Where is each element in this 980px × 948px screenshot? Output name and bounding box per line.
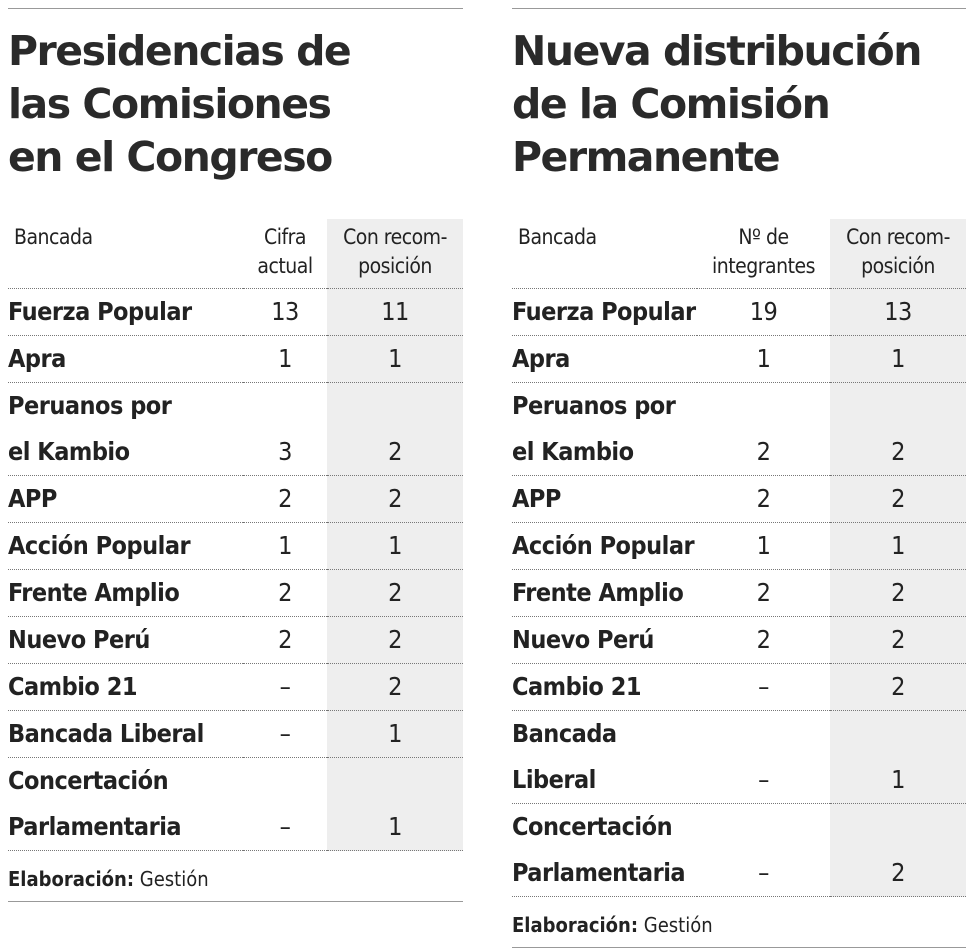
cell-value: 2 (830, 664, 966, 711)
row-name: Peruanos por el Kambio (8, 383, 243, 476)
row-name: Concertación Parlamentaria (8, 758, 243, 851)
cell-value: 3 (243, 383, 327, 476)
cell-value: 2 (697, 570, 830, 617)
row-name: Bancada Liberal (512, 711, 697, 804)
source: Elaboración: Gestión (512, 913, 966, 948)
source: Elaboración: Gestión (8, 867, 463, 902)
cell-value: – (697, 664, 830, 711)
cell-value: 2 (243, 570, 327, 617)
panel: Nueva distribución de la Comisión Perman… (512, 8, 966, 948)
cell-value: 1 (243, 336, 327, 383)
cell-value: 1 (327, 758, 463, 851)
cell-value: 2 (697, 383, 830, 476)
row-name: Cambio 21 (512, 664, 697, 711)
cell-value: 2 (697, 476, 830, 523)
cell-value: – (243, 664, 327, 711)
table: Bancada Nº de integrantes Con recom- posic… (512, 219, 966, 897)
source-label: Elaboración: (512, 913, 639, 937)
cell-value: 2 (243, 617, 327, 664)
cell-value: 2 (830, 383, 966, 476)
panel: Presidencias de las Comisiones en el Con… (8, 8, 463, 902)
table: Bancada Cifra actual Con recom- posición Fu… (8, 219, 463, 851)
row-name: Apra (512, 336, 697, 383)
cell-value: 2 (327, 383, 463, 476)
source-name: Gestión (139, 867, 209, 891)
row-name: Nuevo Perú (512, 617, 697, 664)
cell-value: 1 (697, 336, 830, 383)
cell-value: 2 (830, 476, 966, 523)
cell-value: – (243, 758, 327, 851)
row-name: APP (8, 476, 243, 523)
row-name: Cambio 21 (8, 664, 243, 711)
page: Presidencias de las Comisiones en el Con… (8, 8, 966, 948)
cell-value: – (697, 804, 830, 897)
column-header: Bancada (8, 219, 243, 289)
cell-value: 11 (327, 289, 463, 336)
cell-value: 1 (327, 523, 463, 570)
cell-value: 13 (830, 289, 966, 336)
cell-value: 1 (830, 711, 966, 804)
cell-value: 1 (327, 711, 463, 758)
row-name: APP (512, 476, 697, 523)
cell-value: 2 (830, 804, 966, 897)
cell-value: 2 (697, 617, 830, 664)
row-name: Frente Amplio (512, 570, 697, 617)
row-name: Apra (8, 336, 243, 383)
title: Nueva distribución de la Comisión Perman… (512, 27, 922, 181)
cell-value: 1 (327, 336, 463, 383)
column-header: Bancada (512, 219, 697, 289)
cell-value: 2 (830, 617, 966, 664)
row-name: Fuerza Popular (8, 289, 243, 336)
row-name: Acción Popular (512, 523, 697, 570)
source-label: Elaboración: (8, 867, 135, 891)
cell-value: 1 (697, 523, 830, 570)
cell-value: 2 (327, 664, 463, 711)
column-header: Con recom- posición (327, 219, 463, 289)
cell-value: 2 (327, 617, 463, 664)
row-name: Bancada Liberal (8, 711, 243, 758)
cell-value: 1 (830, 336, 966, 383)
cell-value: – (697, 711, 830, 804)
row-name: Acción Popular (8, 523, 243, 570)
row-name: Frente Amplio (8, 570, 243, 617)
row-name: Nuevo Perú (8, 617, 243, 664)
title: Presidencias de las Comisiones en el Con… (8, 27, 352, 181)
cell-value: 2 (327, 570, 463, 617)
cell-value: 1 (830, 523, 966, 570)
cell-value: 2 (830, 570, 966, 617)
cell-value: 19 (697, 289, 830, 336)
column-header: Cifra actual (243, 219, 327, 289)
row-name: Concertación Parlamentaria (512, 804, 697, 897)
column-header: Con recom- posición (830, 219, 966, 289)
cell-value: 13 (243, 289, 327, 336)
row-name: Peruanos por el Kambio (512, 383, 697, 476)
cell-value: – (243, 711, 327, 758)
cell-value: 2 (243, 476, 327, 523)
cell-value: 1 (243, 523, 327, 570)
column-header: Nº de integrantes (697, 219, 830, 289)
row-name: Fuerza Popular (512, 289, 697, 336)
source-name: Gestión (643, 913, 713, 937)
cell-value: 2 (327, 476, 463, 523)
